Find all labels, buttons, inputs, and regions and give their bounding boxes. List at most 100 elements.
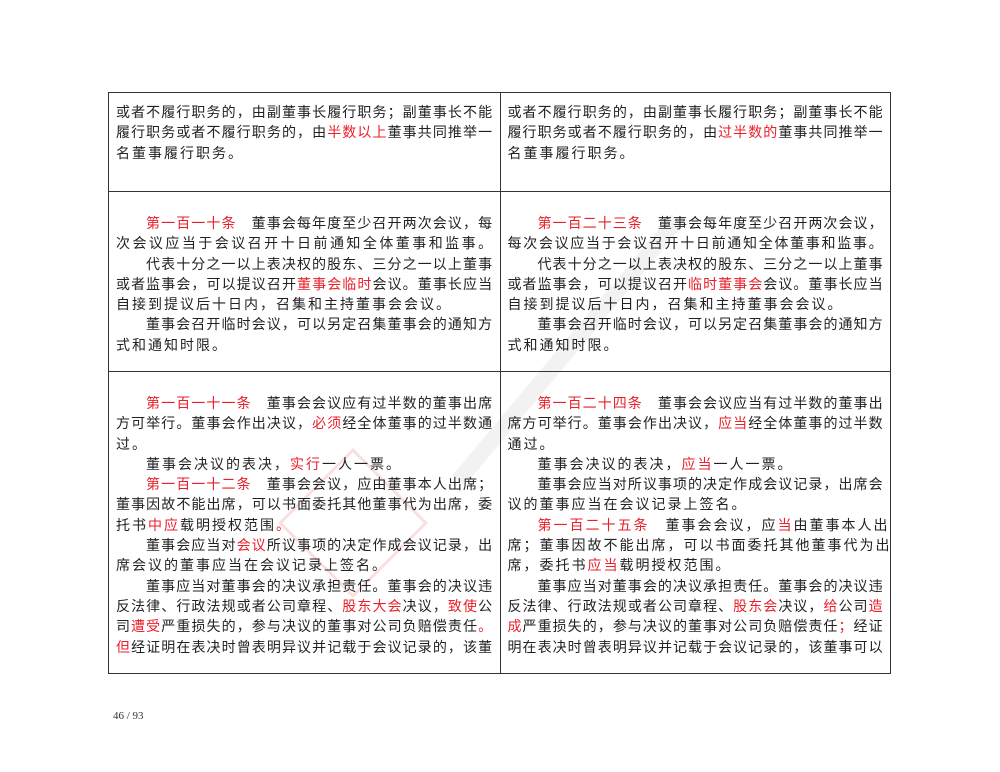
comparison-table: 或者不履行职务的，由副董事长履行职务；副董事长不能 履行职务或者不履行职务的，由半…: [108, 92, 891, 674]
highlighted-change: 第一百二十四条: [537, 396, 643, 412]
text-segment: 或者监事会，可以提议召开: [116, 276, 298, 293]
text-line: 第一百一十一条 董事会会议应有过半数的董事出席: [116, 394, 493, 414]
highlighted-change: 必须: [312, 416, 343, 433]
highlighted-change: 第一百一十二条: [146, 477, 252, 494]
text-line: 董事会召开临时会议，可以另定召集董事会的通知方: [116, 315, 493, 335]
text-segment: 一人一票。: [713, 456, 794, 473]
text-line: 通过。: [508, 435, 884, 455]
highlighted-change: 致使: [447, 598, 479, 615]
table-row: 第一百一十一条 董事会会议应有过半数的董事出席 方可举行。董事会作出决议，必须 经全…: [109, 371, 890, 673]
text-segment: 董事会召开临时会议，可以另定召集董事会的通知方: [146, 317, 493, 334]
text-segment: 名董事履行职务。: [116, 145, 244, 162]
text-segment: 董事会召开临时会议，可以另定召集董事会的通知方: [537, 317, 883, 334]
text-segment: 董事会应当对: [146, 538, 237, 555]
text-line: 席，委托书应当载明授权范围。: [508, 556, 884, 576]
text-segment: 董事会应当对所议事项的决定作成会议记录，出席会: [537, 477, 883, 494]
text-segment: 董事因故不能出席，可以书面委托其他董事代为出席，委: [116, 497, 493, 514]
text-line: 席；董事因故不能出席，可以书面委托其他董事代为出: [508, 536, 890, 556]
text-line: 反法律、行政法规或者公司章程、股东会决议，给公司造: [508, 597, 884, 617]
text-line: 反法律、行政法规或者公司章程、股东大会决议，致使公: [116, 597, 493, 617]
text-segment: 董事会会议应当有过半数的董事出: [642, 396, 883, 412]
text-segment: 董事应当对董事会的决议承担责任。董事会的决议违: [146, 578, 493, 595]
table-row: 第一百一十条 董事会每年度至少召开两次会议，每 次会议应当于会议召开十日前通知全体…: [109, 191, 890, 371]
highlighted-change: ；: [838, 619, 853, 636]
text-line: 或者不履行职务的，由副董事长履行职务；副董事长不能: [116, 103, 493, 123]
text-segment: 明在表决时曾表明异议并记载于会议记录的，该董事可以: [507, 639, 883, 656]
text-line: 次会议应当于会议召开十日前通知全体董事和监事。: [116, 234, 493, 254]
text-line: 成严重损失的，参与决议的董事对公司负赔偿责任；经证: [508, 617, 884, 637]
text-line: 席会议的董事应当在会议记录上签名。: [116, 556, 493, 576]
text-line: 或者不履行职务的，由副董事长履行职务；副董事长不能: [508, 103, 884, 123]
text-segment: 过。: [116, 436, 148, 453]
text-segment: 反法律、行政法规或者公司章程、: [116, 598, 343, 615]
text-segment: 通过。: [507, 436, 556, 453]
highlighted-change: 成: [507, 619, 523, 636]
highlighted-change: 第一百二十三条: [537, 216, 643, 232]
text-segment: 载明授权范围: [180, 517, 276, 534]
text-segment: 严重损失的，参与决议的董事对公司负赔偿责任: [522, 619, 839, 636]
text-segment: 式和通知时限。: [116, 337, 228, 354]
text-line: 自接到提议后十日内，召集和主持董事会会议。: [116, 295, 493, 315]
text-line: 董事会决议的表决，应当一人一票。: [508, 455, 884, 475]
text-segment: 董事会每年度至少召开两次会议，: [642, 216, 883, 232]
text-segment: 方可举行。董事会作出决议，: [116, 416, 313, 433]
text-line: 但经证明在表决时曾表明异议并记载于会议记录的，该董: [116, 638, 493, 658]
text-segment: 或者不履行职务的，由副董事长履行职务；副董事长不能: [116, 105, 493, 121]
text-line: 第一百二十三条 董事会每年度至少召开两次会议，: [508, 214, 884, 234]
text-segment: 司: [116, 619, 132, 636]
text-segment: 席会议的董事应当在会议记录上签名。: [116, 558, 388, 575]
highlighted-change: 。: [478, 619, 493, 636]
text-line: 董事会应当对会议所议事项的决定作成会议记录，出: [116, 536, 493, 556]
highlighted-change: 应当: [718, 416, 749, 433]
highlighted-change: 遭受: [131, 619, 162, 636]
text-line: 董事会决议的表决，实行一人一票。: [116, 455, 493, 475]
text-segment: 反法律、行政法规或者公司章程、: [507, 598, 734, 615]
text-line: 议的董事应当在会议记录上签名。: [508, 495, 884, 515]
text-segment: 履行职务或者不履行职务的，由: [116, 125, 328, 142]
text-line: 董事应当对董事会的决议承担责任。董事会的决议违: [508, 577, 884, 597]
text-segment: 董事会会议，应: [649, 517, 778, 534]
text-line: 董事会召开临时会议，可以另定召集董事会的通知方: [508, 315, 884, 335]
text-segment: 决议，: [402, 598, 448, 615]
highlighted-change: 给: [823, 598, 839, 615]
new-text-cell: 第一百二十四条 董事会会议应当有过半数的董事出 席方可举行。董事会作出决议，应当经…: [499, 372, 891, 673]
highlighted-change: 临时董事会: [688, 276, 764, 293]
text-line: 司遭受严重损失的，参与决议的董事对公司负赔偿责任。: [116, 617, 493, 637]
highlighted-change: 实行: [290, 456, 322, 473]
text-line: 每次会议应当于会议召开十日前通知全体董事和监事。: [508, 234, 884, 254]
text-line: 董事会应当对所议事项的决定作成会议记录，出席会: [508, 475, 884, 495]
text-segment: 载明授权范围。: [619, 558, 732, 575]
text-segment: 决议，: [778, 598, 824, 615]
old-text-cell: 或者不履行职务的，由副董事长履行职务；副董事长不能 履行职务或者不履行职务的，由半…: [109, 93, 500, 191]
text-segment: 一人一票。: [322, 456, 402, 473]
text-line: 代表十分之一以上表决权的股东、三分之一以上董事: [508, 255, 884, 275]
text-line: 履行职务或者不履行职务的，由过半数的董事共同推举一: [508, 123, 884, 143]
highlighted-change: 过半数的: [718, 125, 779, 142]
text-line: 第一百二十四条 董事会会议应当有过半数的董事出: [508, 394, 884, 414]
text-segment: 所议事项的决定作成会议记录，出: [266, 538, 493, 555]
text-line: 董事因故不能出席，可以书面委托其他董事代为出席，委: [116, 495, 493, 515]
text-segment: 董事会决议的表决，: [146, 456, 290, 473]
new-text-cell: 或者不履行职务的，由副董事长履行职务；副董事长不能 履行职务或者不履行职务的，由过…: [499, 93, 891, 191]
text-line: 名董事履行职务。: [508, 144, 884, 164]
text-segment: 经证: [852, 619, 883, 636]
highlighted-change: 会议: [236, 538, 267, 555]
text-segment: 或者监事会，可以提议召开: [507, 276, 689, 293]
text-segment: 董事会每年度至少召开两次会议，每: [236, 216, 493, 232]
page-number: 46 / 93: [113, 710, 144, 722]
text-line: 名董事履行职务。: [116, 144, 493, 164]
text-segment: 经全体董事的过半数: [748, 416, 883, 433]
text-segment: 每次会议应当于会议召开十日前通知全体董事和监事。: [507, 236, 883, 253]
text-segment: 议的董事应当在会议记录上签名。: [507, 497, 748, 514]
text-segment: 名董事履行职务。: [507, 145, 636, 162]
text-segment: 董事共同推举一: [778, 125, 883, 142]
highlighted-change: 股东大会: [342, 598, 403, 615]
text-segment: 董事应当对董事会的决议承担责任。董事会的决议违: [537, 578, 883, 595]
text-line: 第一百一十二条 董事会会议，应由董事本人出席；: [116, 475, 493, 495]
text-segment: 式和通知时限。: [507, 337, 620, 354]
text-segment: 经证明在表决时曾表明异议并记载于会议记录的，该董: [131, 639, 493, 656]
text-line: 自接到提议后十日内，召集和主持董事会会议。: [508, 295, 884, 315]
text-line: 托书中应载明授权范围。: [116, 516, 493, 536]
text-segment: 董事会决议的表决，: [537, 456, 682, 473]
table-row: 或者不履行职务的，由副董事长履行职务；副董事长不能 履行职务或者不履行职务的，由半…: [109, 93, 890, 191]
